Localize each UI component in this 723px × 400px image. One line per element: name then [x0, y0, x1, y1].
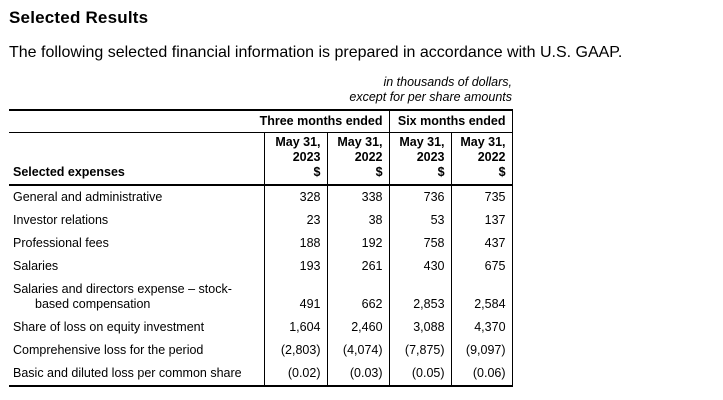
row-label: Salaries — [9, 255, 265, 278]
table-row-general-and-administrative: General and administrative 328 338 736 7… — [9, 185, 513, 209]
column-header-month: May 31, — [275, 135, 321, 149]
row-label-line1: Salaries and directors expense – stock- — [13, 282, 232, 296]
cell-value: 38 — [327, 209, 390, 232]
column-header-year: 2022 — [477, 150, 506, 164]
table-row-comprehensive-loss: Comprehensive loss for the period (2,803… — [9, 339, 513, 362]
cell-value: 2,460 — [327, 316, 390, 339]
cell-value: 736 — [389, 185, 452, 209]
page-title: Selected Results — [9, 8, 149, 27]
cell-value: 1,604 — [264, 316, 328, 339]
cell-value: 430 — [389, 255, 452, 278]
units-note-line1: in thousands of dollars, — [383, 75, 512, 89]
table-row-stock-based-compensation: Salaries and directors expense – stock- … — [9, 278, 513, 316]
column-header-row: Selected expenses May 31, 2023 $ May 31,… — [9, 132, 513, 186]
column-header-6mo-2022: May 31, 2022 $ — [451, 132, 513, 186]
column-header-unit: $ — [437, 165, 445, 179]
group-header-row: Three months ended Six months ended — [9, 109, 513, 133]
column-header-unit: $ — [375, 165, 383, 179]
cell-value: 491 — [264, 278, 328, 316]
cell-value: 2,853 — [389, 278, 452, 316]
cell-value: 2,584 — [451, 278, 513, 316]
cell-value: 735 — [451, 185, 513, 209]
group-header-six-months: Six months ended — [389, 109, 513, 133]
column-header-month: May 31, — [337, 135, 383, 149]
cell-value: 338 — [327, 185, 390, 209]
cell-value: (7,875) — [389, 339, 452, 362]
table-row-salaries: Salaries 193 261 430 675 — [9, 255, 513, 278]
column-header-year: 2023 — [292, 150, 321, 164]
row-label-line2: based compensation — [35, 297, 151, 311]
cell-value: (0.03) — [327, 362, 390, 387]
column-header-month: May 31, — [460, 135, 506, 149]
cell-value: 192 — [327, 232, 390, 255]
column-header-month: May 31, — [399, 135, 445, 149]
row-label: Salaries and directors expense – stock- … — [9, 278, 265, 316]
table-row-share-of-loss-equity-investment: Share of loss on equity investment 1,604… — [9, 316, 513, 339]
selected-results-table: Three months ended Six months ended Sele… — [9, 109, 513, 387]
cell-value: (0.06) — [451, 362, 513, 387]
row-label: General and administrative — [9, 185, 265, 209]
cell-value: 137 — [451, 209, 513, 232]
cell-value: 3,088 — [389, 316, 452, 339]
cell-value: (0.02) — [264, 362, 328, 387]
cell-value: 23 — [264, 209, 328, 232]
table-row-professional-fees: Professional fees 188 192 758 437 — [9, 232, 513, 255]
units-note-line2: except for per share amounts — [349, 90, 512, 104]
column-header-6mo-2023: May 31, 2023 $ — [389, 132, 452, 186]
cell-value: 193 — [264, 255, 328, 278]
cell-value: 662 — [327, 278, 390, 316]
cell-value: (2,803) — [264, 339, 328, 362]
row-label: Investor relations — [9, 209, 265, 232]
table-row-investor-relations: Investor relations 23 38 53 137 — [9, 209, 513, 232]
cell-value: 53 — [389, 209, 452, 232]
group-header-three-months: Three months ended — [9, 109, 390, 133]
cell-value: (0.05) — [389, 362, 452, 387]
column-header-unit: $ — [313, 165, 321, 179]
document-page: Selected Results The following selected … — [9, 8, 623, 387]
row-header-label: Selected expenses — [9, 132, 265, 186]
intro-paragraph: The following selected financial informa… — [9, 44, 623, 61]
row-label: Basic and diluted loss per common share — [9, 362, 265, 387]
cell-value: 675 — [451, 255, 513, 278]
cell-value: 4,370 — [451, 316, 513, 339]
table-row-loss-per-common-share: Basic and diluted loss per common share … — [9, 362, 513, 387]
column-header-year: 2022 — [354, 150, 383, 164]
cell-value: (4,074) — [327, 339, 390, 362]
cell-value: 328 — [264, 185, 328, 209]
units-note: in thousands of dollars, except for per … — [9, 75, 512, 105]
row-label: Professional fees — [9, 232, 265, 255]
column-header-3mo-2023: May 31, 2023 $ — [264, 132, 328, 186]
column-header-unit: $ — [498, 165, 506, 179]
cell-value: (9,097) — [451, 339, 513, 362]
cell-value: 437 — [451, 232, 513, 255]
cell-value: 188 — [264, 232, 328, 255]
column-header-3mo-2022: May 31, 2022 $ — [327, 132, 390, 186]
cell-value: 261 — [327, 255, 390, 278]
row-label: Share of loss on equity investment — [9, 316, 265, 339]
cell-value: 758 — [389, 232, 452, 255]
row-label: Comprehensive loss for the period — [9, 339, 265, 362]
column-header-year: 2023 — [416, 150, 445, 164]
